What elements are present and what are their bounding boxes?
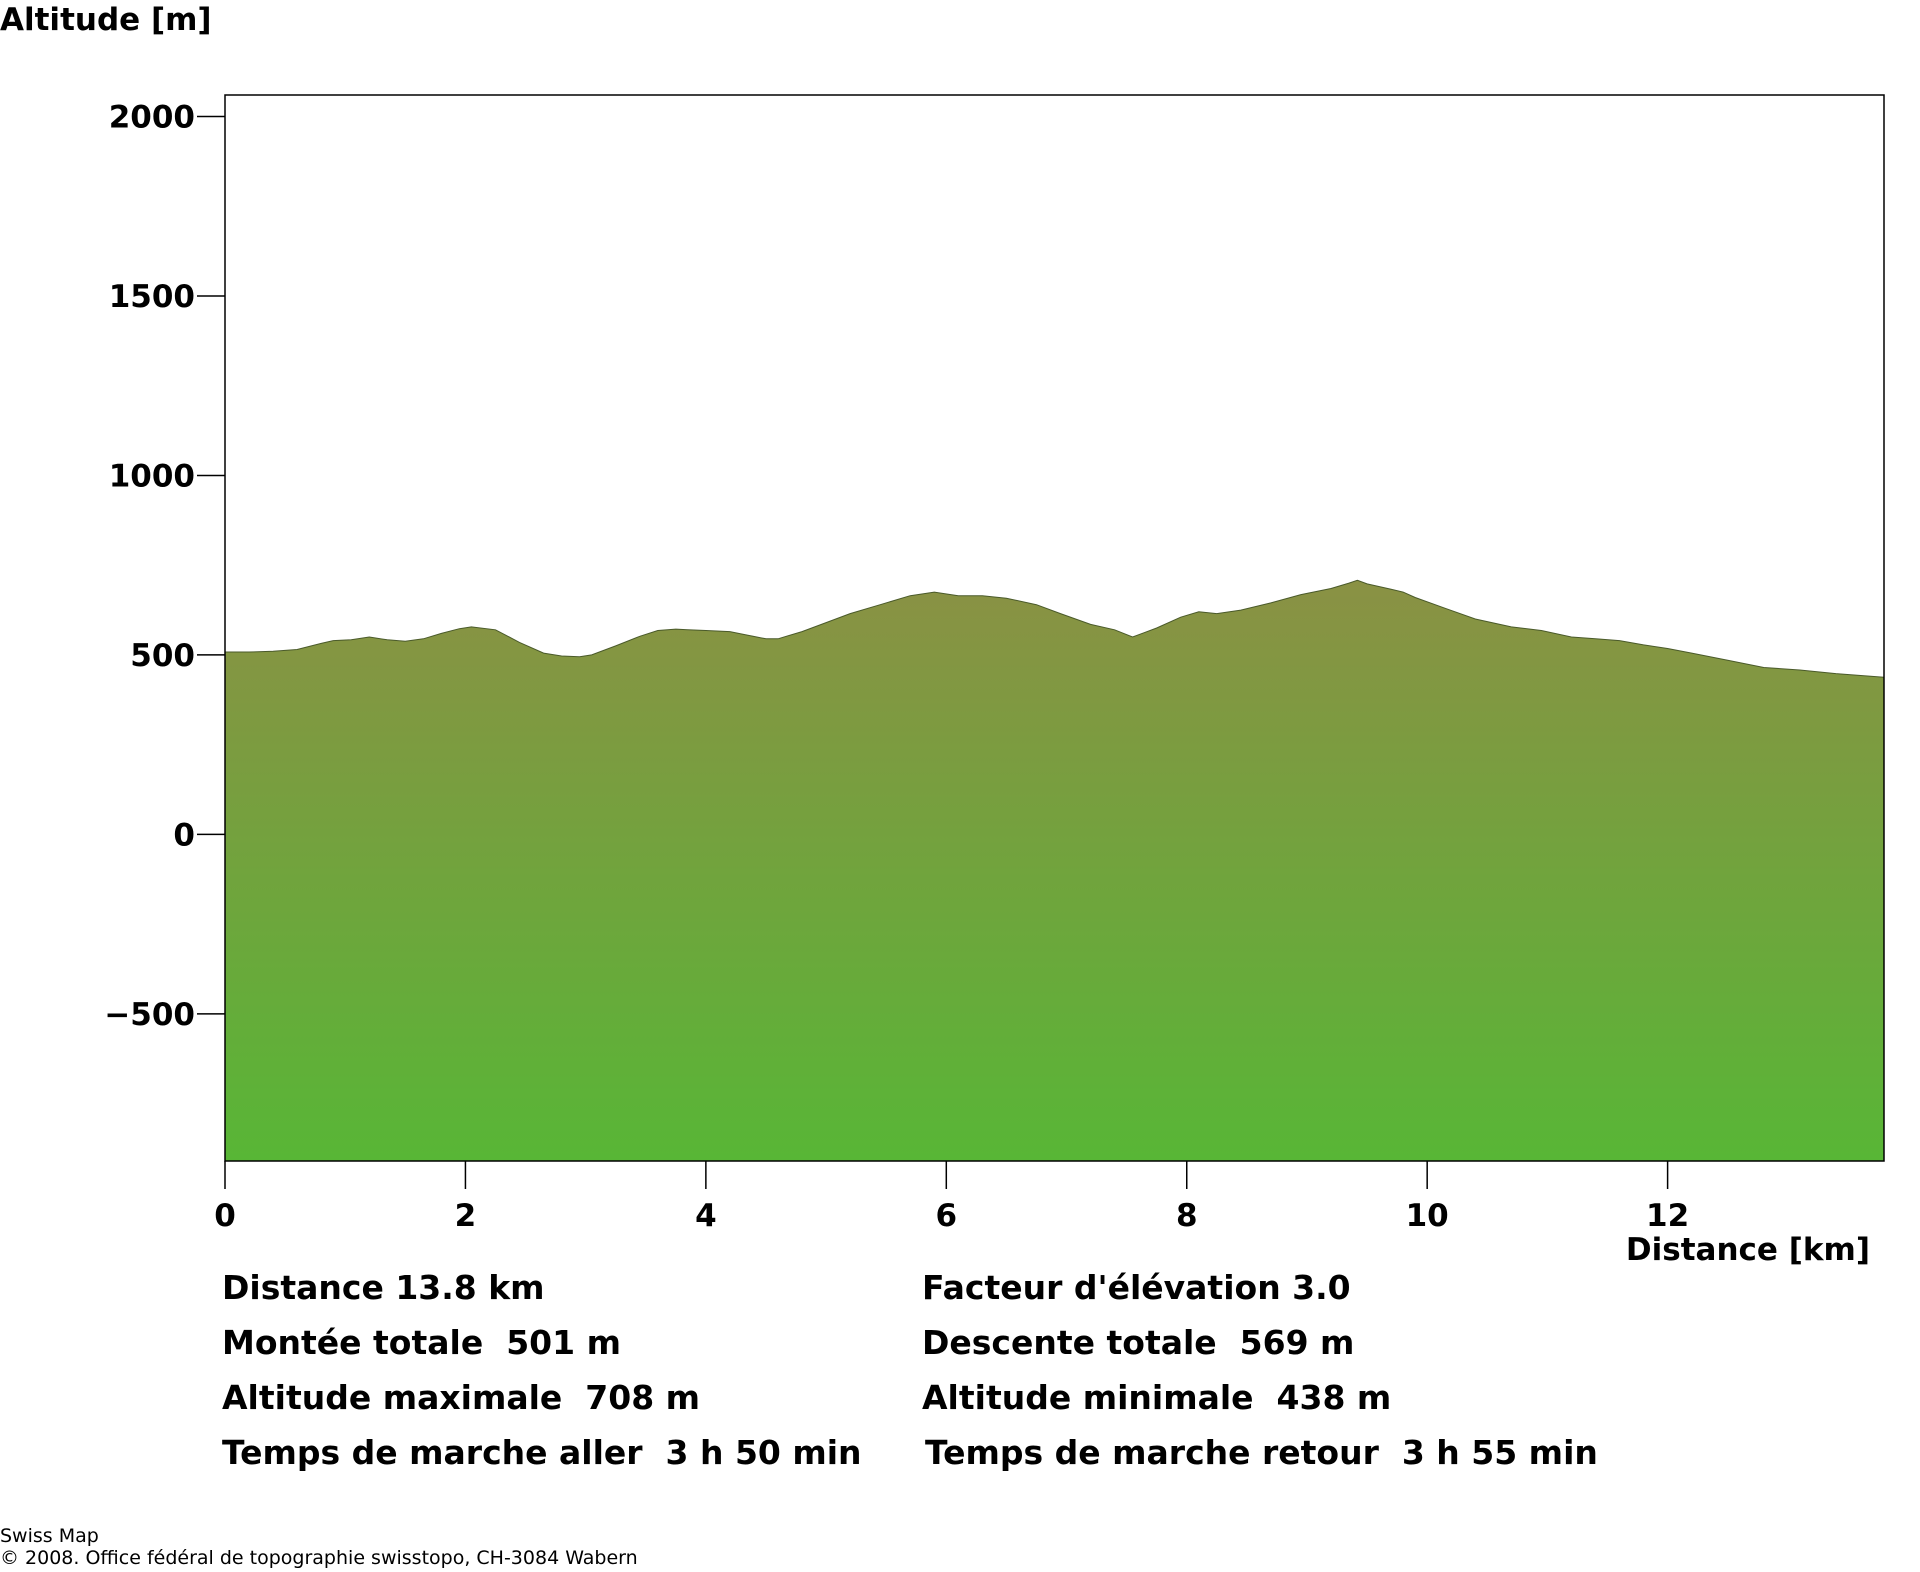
stat-total-descent: Descente totale 569 m [922, 1323, 1355, 1362]
x-tick-label: 10 [1406, 1198, 1449, 1234]
x-tick-label: 8 [1176, 1198, 1198, 1234]
stat-walk-time-outbound: Temps de marche aller 3 h 50 min [222, 1433, 862, 1472]
y-axis-label: Altitude [m] [0, 2, 212, 38]
stat-total-ascent: Montée totale 501 m [222, 1323, 621, 1362]
y-tick-label: 0 [173, 817, 195, 853]
stat-min-altitude: Altitude minimale 438 m [922, 1378, 1392, 1417]
stat-max-altitude: Altitude maximale 708 m [222, 1378, 701, 1417]
plot-frame [224, 94, 1885, 1162]
x-axis-label: Distance [km] [1626, 1232, 1870, 1268]
x-tick-label: 4 [695, 1198, 717, 1234]
y-tick-label: −500 [104, 997, 195, 1033]
y-tick-label: 500 [130, 638, 195, 674]
elevation-area [225, 580, 1884, 1161]
y-tick-label: 1000 [109, 458, 195, 494]
x-tick-label: 2 [455, 1198, 477, 1234]
stat-distance: Distance 13.8 km [222, 1268, 545, 1307]
footer-copyright: © 2008. Office fédéral de topographie sw… [0, 1547, 638, 1569]
stat-walk-time-return: Temps de marche retour 3 h 55 min [925, 1433, 1598, 1472]
y-tick-label: 2000 [109, 100, 195, 136]
footer-title: Swiss Map [0, 1525, 99, 1547]
x-tick-label: 0 [214, 1198, 236, 1234]
x-tick-label: 12 [1646, 1198, 1689, 1234]
stat-elevation-factor: Facteur d'élévation 3.0 [922, 1268, 1351, 1307]
elevation-line [225, 579, 1885, 678]
y-tick-label: 1500 [109, 279, 195, 315]
x-tick-label: 6 [936, 1198, 958, 1234]
